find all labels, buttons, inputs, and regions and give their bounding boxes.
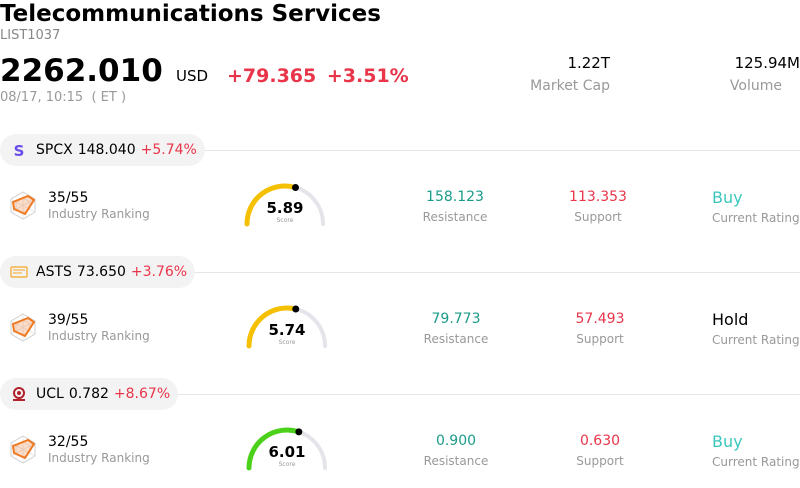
stock-ticker: ASTS (36, 264, 72, 280)
volume-value: 125.94M (734, 54, 800, 72)
stock-change-percent: +3.76% (130, 264, 188, 280)
resistance-label: Resistance (423, 454, 489, 468)
support-value: 57.493 (575, 311, 625, 327)
support-label: Support (576, 454, 624, 468)
price-change-percent: +3.51% (326, 65, 409, 87)
radar-chart-icon (10, 313, 36, 342)
score-value: 5.74 (268, 321, 306, 339)
stock-chip[interactable]: UCL 0.782 +8.67% (0, 378, 179, 410)
resistance-value: 79.773 (431, 311, 481, 327)
stock-price: 148.040 (77, 142, 136, 158)
score-gauge-arc (244, 183, 325, 227)
index-price: 2262.010 (0, 53, 163, 89)
row-divider (0, 150, 800, 151)
stock-chip[interactable]: S SPCX 148.040 +5.74% (0, 134, 205, 166)
score-gauge-arc (246, 305, 327, 349)
current-rating-label: Current Rating (712, 333, 800, 347)
price-change: +79.365 +3.51% (227, 64, 409, 88)
market-cap-value: 1.22T (567, 54, 610, 72)
industry-rank-value: 32/55 (48, 434, 89, 450)
industry-rank-value: 39/55 (48, 312, 89, 328)
resistance-value: 0.900 (435, 433, 477, 449)
score-caption: Score (276, 217, 294, 224)
stock-change-percent: +8.67% (113, 386, 171, 402)
current-rating-value[interactable]: Buy (712, 432, 743, 451)
score-gauge: 5.89 Score (242, 180, 328, 230)
list-code: LIST1037 (0, 28, 61, 43)
stock-ticker: SPCX (36, 142, 73, 158)
score-value: 5.89 (266, 199, 304, 217)
support-label: Support (574, 210, 622, 224)
radar-chart-icon (10, 191, 36, 220)
score-gauge-arc (246, 427, 327, 471)
current-rating-value[interactable]: Hold (712, 310, 749, 329)
support-label: Support (576, 332, 624, 346)
stock-price: 0.782 (68, 386, 109, 402)
current-rating-label: Current Rating (712, 211, 800, 225)
industry-rank-label: Industry Ranking (48, 451, 150, 465)
score-gauge: 5.74 Score (244, 302, 330, 352)
support-value: 0.630 (579, 433, 621, 449)
current-rating-label: Current Rating (712, 455, 800, 469)
score-caption: Score (278, 461, 296, 468)
market-cap-label: Market Cap (530, 78, 610, 94)
asts-logo-icon (10, 263, 28, 281)
volume-label: Volume (729, 78, 782, 94)
score-value: 6.01 (268, 443, 306, 461)
radar-chart-icon (10, 435, 36, 464)
stock-chip[interactable]: ASTS 73.650 +3.76% (0, 256, 196, 288)
stock-change-percent: +5.74% (140, 142, 197, 158)
current-rating-value[interactable]: Buy (712, 188, 743, 207)
price-change-value: +79.365 (227, 65, 317, 87)
score-gauge: 6.01 Score (244, 424, 330, 474)
page-title: Telecommunications Services (0, 1, 381, 27)
row-divider (0, 394, 800, 395)
resistance-label: Resistance (423, 332, 489, 346)
ucl-logo-icon (10, 385, 28, 403)
svg-text:S: S (14, 142, 25, 159)
industry-rank-value: 35/55 (48, 190, 89, 206)
timestamp: 08/17, 10:15 ( ET ) (0, 90, 127, 105)
support-value: 113.353 (569, 189, 627, 205)
industry-rank-label: Industry Ranking (48, 329, 150, 343)
industry-rank-label: Industry Ranking (48, 207, 150, 221)
resistance-label: Resistance (422, 210, 488, 224)
stock-price: 73.650 (76, 264, 126, 280)
stock-ticker: UCL (36, 386, 64, 402)
currency-label: USD (176, 67, 209, 85)
spcx-s-logo-icon: S (10, 141, 28, 159)
row-divider (0, 272, 800, 273)
score-caption: Score (278, 339, 296, 346)
resistance-value: 158.123 (426, 189, 484, 205)
